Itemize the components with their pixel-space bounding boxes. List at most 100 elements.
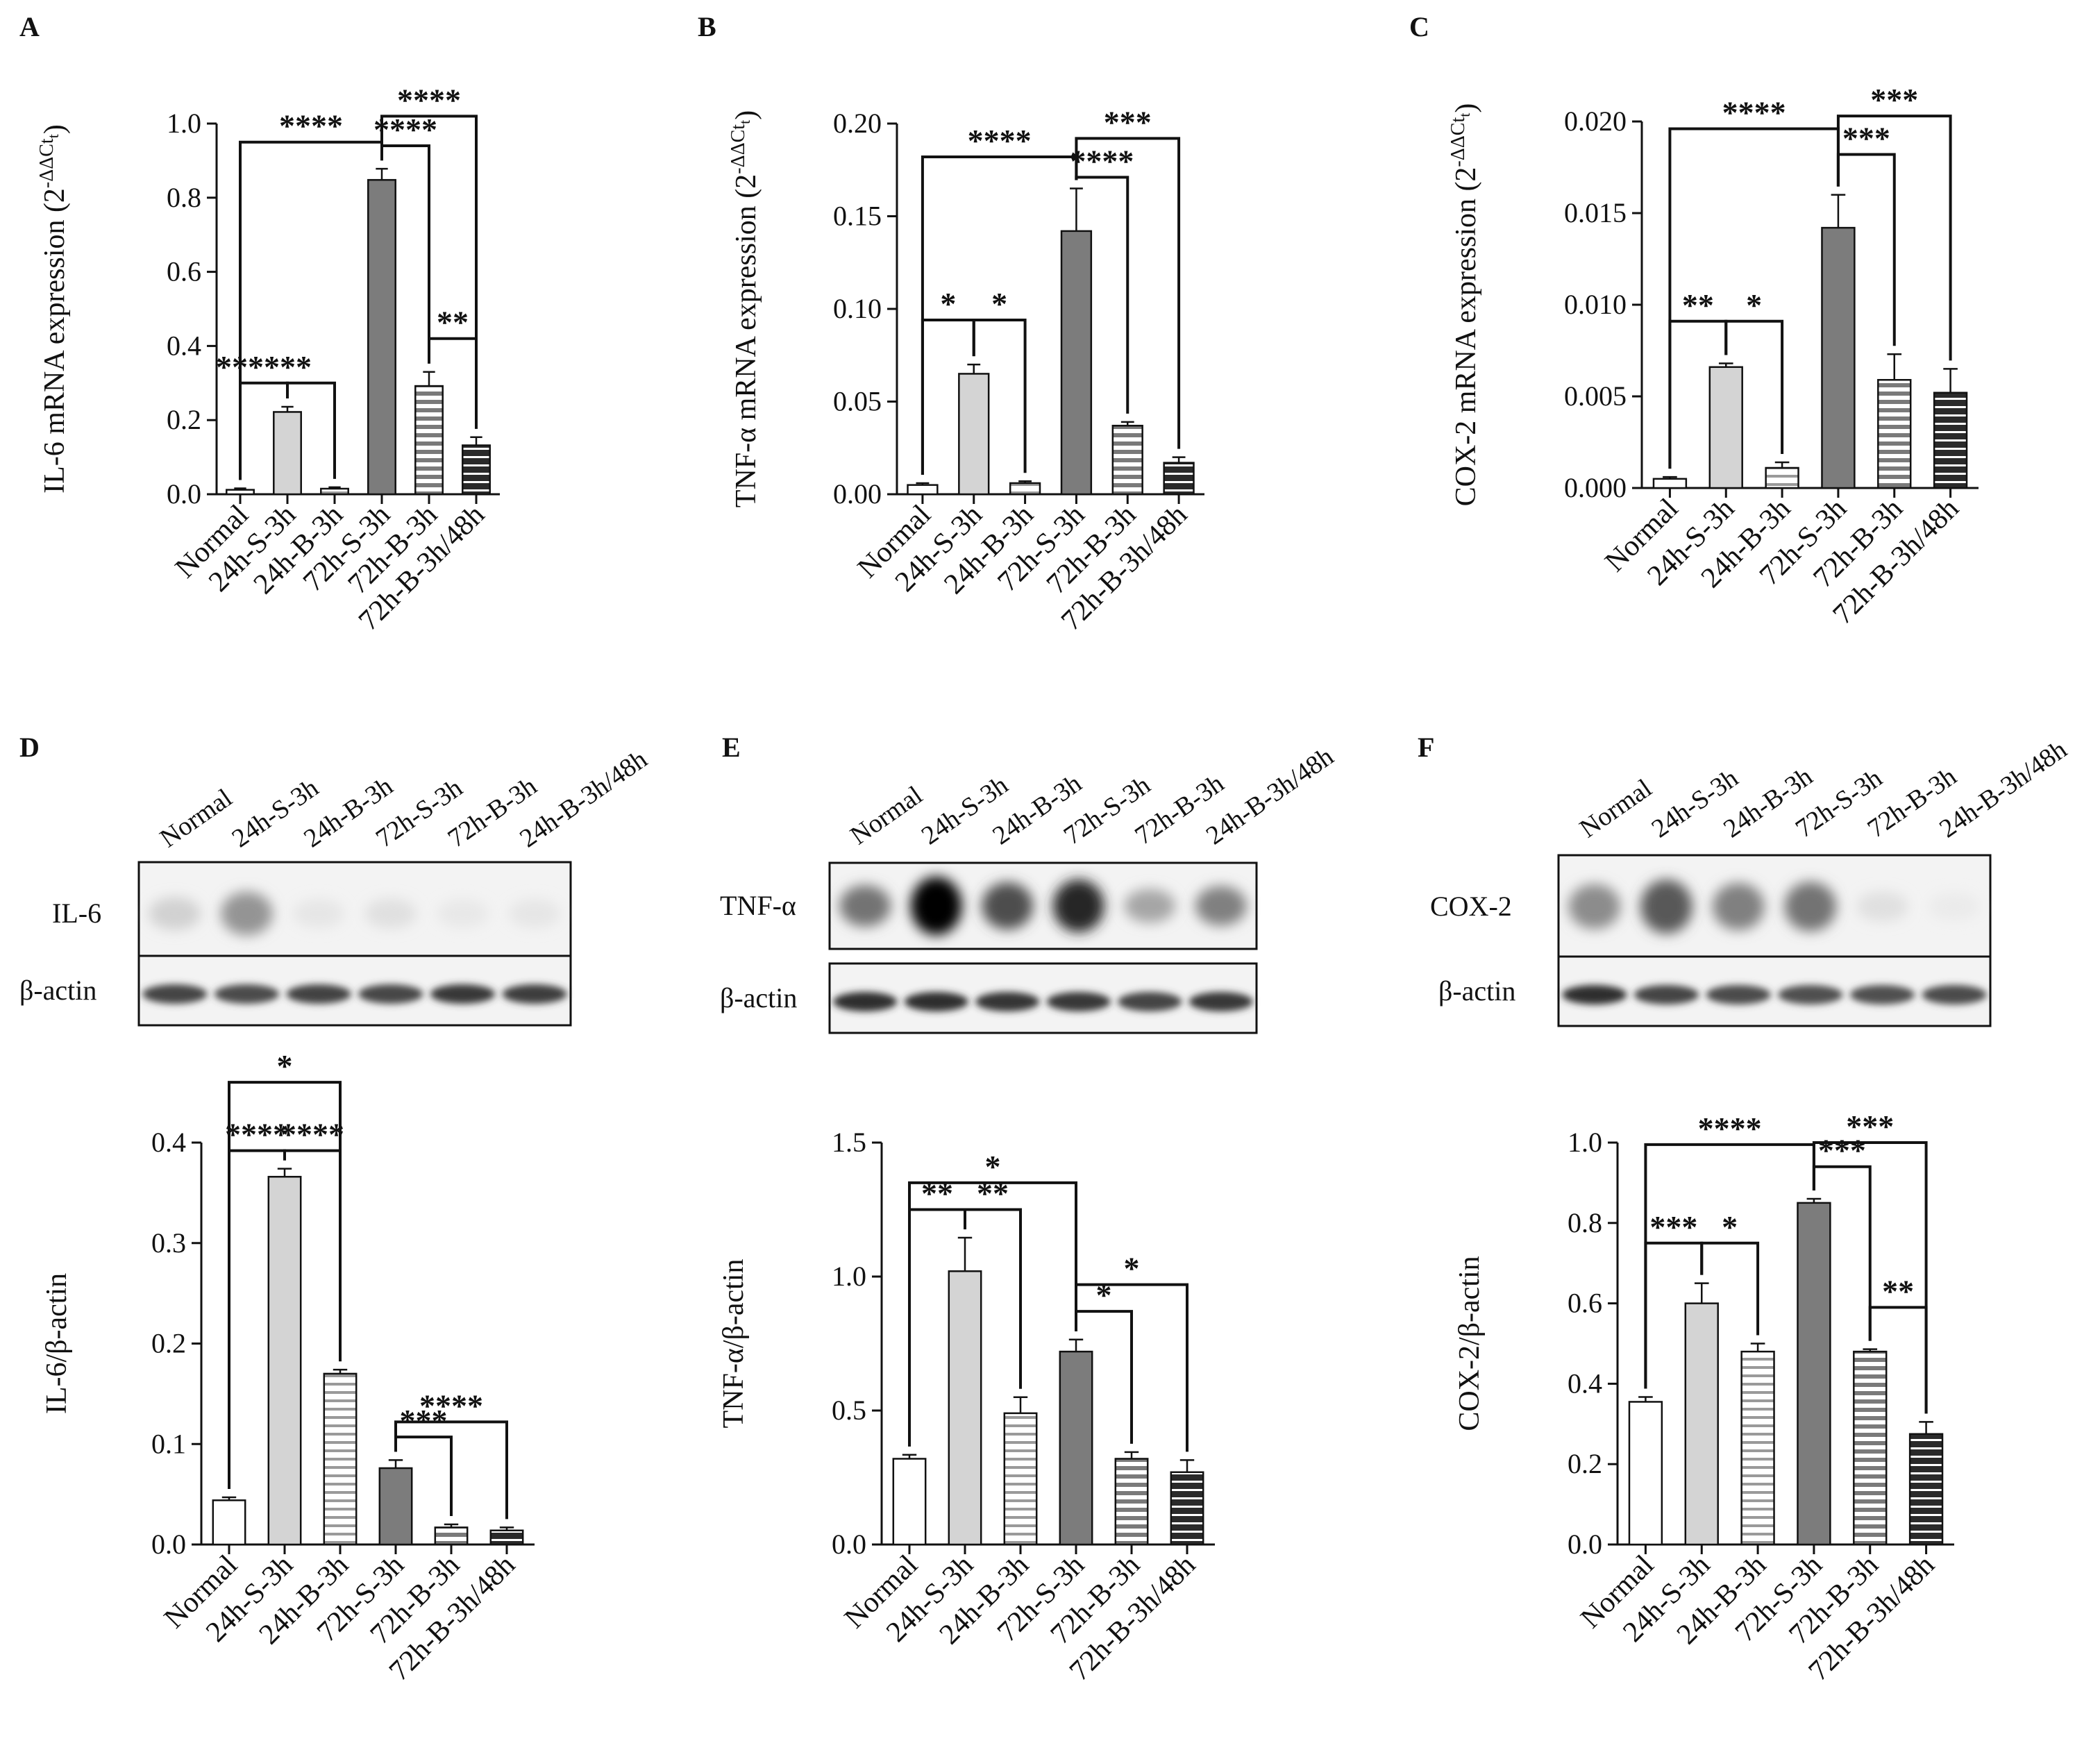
target-band xyxy=(1568,884,1621,929)
chart-panel-a: A 0.0 0.2 0.4 0.6 0.8 1.0 IL-6 mRNA expression … xyxy=(19,11,500,637)
target-band xyxy=(1640,880,1692,934)
y-tick-label: 0.05 xyxy=(833,386,882,417)
significance-stars: * xyxy=(1722,1209,1738,1245)
y-tick-label: 0.00 xyxy=(833,478,882,510)
significance-bracket xyxy=(283,1149,342,1362)
significance-stars: **** xyxy=(279,108,343,144)
y-tick-label: 0.6 xyxy=(1568,1288,1602,1319)
significance-stars: *** xyxy=(1818,1133,1866,1168)
bar-24h-b-3h xyxy=(1003,1412,1038,1546)
significance-stars: ** xyxy=(437,305,469,340)
y-tick-label: 0.4 xyxy=(151,1127,186,1158)
significance-bracket xyxy=(964,1208,1022,1389)
significance-bracket xyxy=(239,140,383,480)
actin-band xyxy=(1562,985,1627,1004)
bar-24h-b-3h xyxy=(1009,482,1041,496)
y-tick-label: 0.6 xyxy=(167,256,201,287)
bar-24h-b-3h xyxy=(323,1372,358,1546)
actin-band xyxy=(1046,992,1111,1011)
significance-stars: ** xyxy=(921,1176,953,1211)
bar-24h-s-3h xyxy=(1708,366,1743,489)
target-band xyxy=(839,885,891,927)
y-tick-label: 0.2 xyxy=(1568,1448,1602,1479)
significance-bracket xyxy=(908,1181,1077,1447)
panel-label: F xyxy=(1418,732,1434,763)
target-band xyxy=(910,876,962,936)
western-blot-panel-d: Normal24h-S-3h24h-B-3h72h-S-3h72h-B-3h24… xyxy=(19,745,653,1027)
significance-stars: **** xyxy=(280,1117,344,1152)
bar-72h-b-3h xyxy=(1853,1350,1888,1546)
significance-stars: ** xyxy=(1882,1273,1914,1308)
actin-blot-strip xyxy=(1557,955,1992,1027)
actin-blot-strip xyxy=(137,954,572,1027)
y-tick-label: 0.8 xyxy=(1568,1207,1602,1238)
bar-72h-b-3h-48h xyxy=(1163,462,1195,496)
bar-72h-s-3h xyxy=(367,178,396,496)
significance-stars: **** xyxy=(419,1388,483,1423)
western-blot-panel-e: Normal24h-S-3h24h-B-3h72h-S-3h72h-B-3h24… xyxy=(720,742,1339,1034)
y-axis-label: TNF-α mRNA expression (2-ΔΔCtt) xyxy=(728,110,762,507)
significance-stars: *** xyxy=(1846,1109,1894,1144)
actin-band xyxy=(502,984,567,1004)
bar-72h-b-3h-48h xyxy=(1933,392,1968,489)
y-tick-label: 0.000 xyxy=(1564,472,1627,503)
target-blot-strip xyxy=(1557,854,1992,959)
target-band xyxy=(1124,889,1176,923)
y-tick-label: 0.3 xyxy=(151,1227,186,1259)
actin-band xyxy=(833,992,898,1011)
y-tick-label: 0.4 xyxy=(167,330,201,361)
significance-bracket xyxy=(380,115,478,429)
significance-stars: *** xyxy=(1649,1209,1697,1245)
y-tick-label: 0.020 xyxy=(1564,106,1627,137)
significance-bracket xyxy=(428,337,478,429)
loading-control-label: β-actin xyxy=(1438,975,1515,1007)
bar-24h-b-3h xyxy=(1740,1350,1775,1546)
target-protein-label: TNF-α xyxy=(720,890,796,921)
target-band xyxy=(149,897,201,930)
significance-stars: *** xyxy=(1870,82,1918,117)
y-tick-label: 0.0 xyxy=(151,1529,186,1560)
y-tick-label: 0.2 xyxy=(167,404,201,435)
bar-24h-s-3h xyxy=(267,1175,302,1546)
actin-band xyxy=(904,992,968,1011)
target-band xyxy=(982,882,1034,929)
significance-stars: * xyxy=(1096,1277,1112,1313)
y-tick-label: 0.5 xyxy=(832,1395,866,1426)
significance-bracket xyxy=(1700,1241,1760,1336)
significance-stars: **** xyxy=(1722,95,1786,131)
significance-stars: **** xyxy=(1698,1111,1762,1146)
actin-band xyxy=(1922,985,1987,1004)
chart-panel-c: C 0.000 0.005 0.010 0.015 0.020 COX-2 mRNA exp… xyxy=(1409,11,1979,631)
y-tick-label: 1.0 xyxy=(832,1261,866,1292)
panel-label: B xyxy=(698,11,716,42)
bar-72h-b-3h xyxy=(414,385,444,496)
y-tick-label: 0.4 xyxy=(1568,1367,1602,1399)
bar-72h-b-3h-48h xyxy=(1170,1471,1204,1546)
y-axis-label: IL-6/β-actin xyxy=(41,1273,73,1414)
bar-72h-b-3h-48h xyxy=(462,444,491,496)
panel-label: C xyxy=(1409,11,1429,42)
significance-bracket xyxy=(1724,319,1784,455)
y-tick-label: 0.10 xyxy=(833,293,882,324)
y-axis-label: COX-2/β-actin xyxy=(1454,1256,1486,1431)
significance-stars: **** xyxy=(968,123,1032,158)
y-axis-label: COX-2 mRNA expression (2-ΔΔCtt) xyxy=(1447,103,1482,507)
actin-band xyxy=(1118,992,1182,1011)
bar-72h-s-3h xyxy=(1821,226,1856,489)
y-tick-label: 0.015 xyxy=(1564,197,1627,228)
significance-stars: * xyxy=(991,286,1007,321)
chart-panel-b: B 0.00 0.05 0.10 0.15 0.20 TNF-α mRNA expressi… xyxy=(698,11,1204,637)
actin-band xyxy=(1706,985,1771,1004)
significance-stars: * xyxy=(1124,1251,1140,1286)
bar-72h-b-3h-48h xyxy=(1908,1433,1944,1546)
bar-72h-s-3h xyxy=(378,1467,413,1546)
significance-stars: **** xyxy=(1070,143,1134,178)
significance-stars: ** xyxy=(1682,287,1714,323)
y-tick-label: 1.0 xyxy=(1568,1127,1602,1158)
bar-24h-s-3h xyxy=(958,373,990,496)
bar-normal xyxy=(226,489,255,496)
significance-stars: *** xyxy=(1842,121,1890,156)
actin-band xyxy=(1778,985,1843,1004)
y-tick-label: 0.20 xyxy=(833,108,882,139)
target-band xyxy=(1928,892,1981,921)
